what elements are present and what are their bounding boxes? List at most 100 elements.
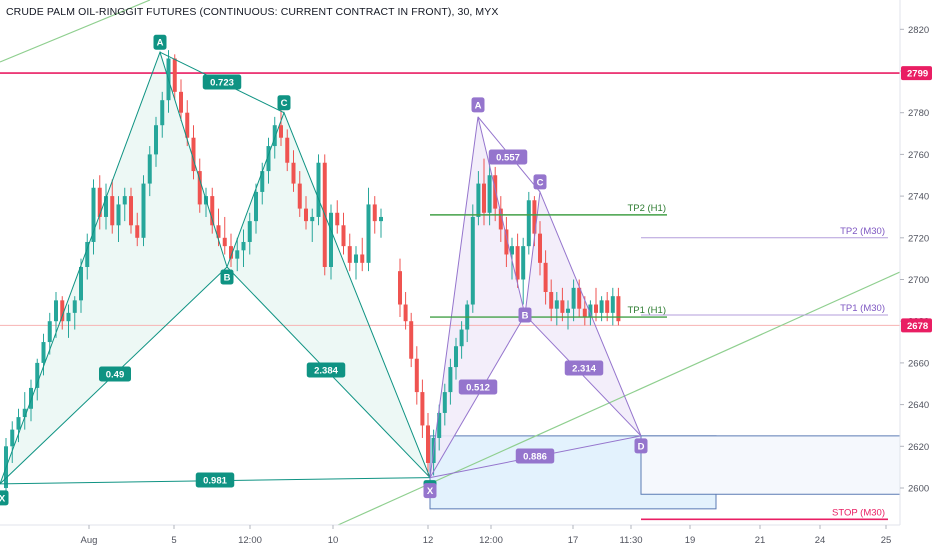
purple-point-b-text: B [522,310,529,321]
purple-ratio-bd-text: 2.314 [572,364,596,375]
candle-body [279,125,283,138]
y-tick-label: 2660 [908,358,929,369]
x-tick-label: 12:00 [479,535,503,546]
purple-point-b: B [518,307,532,323]
candle-body [266,146,271,172]
teal-ratio-xb-text: 0.49 [106,370,125,381]
teal-ratio-bd-box [306,362,346,378]
candle-body [347,246,352,263]
x-tick-label: Aug [81,535,98,546]
candle-body [185,112,190,138]
x-tick-label: 12 [423,535,434,546]
teal-ratio-xb: 0.49 [99,366,131,382]
y-tick-label: 2600 [908,484,929,495]
teal-point-b-text: B [224,272,231,283]
candle-body [35,362,40,388]
candle-body [588,304,593,318]
candle-body [129,196,133,226]
candle-body [191,137,196,172]
candle-body [379,216,383,222]
level-label: TP2 (H1) [627,203,666,214]
candle-body [272,125,277,147]
candle-body [554,300,559,309]
candle-body [360,254,365,263]
candle-body [329,212,333,267]
candle-body [577,287,582,309]
teal-point-x-box [0,490,9,506]
candle-body [297,183,302,209]
y-tick-label: 2760 [908,150,929,161]
price-tag-text: 2678 [907,321,928,332]
purple-ratio-xd-text: 0.886 [523,452,547,463]
candle-body [566,308,570,313]
teal-point-x: X [0,490,9,506]
candle-body [448,367,453,393]
candle-body [47,321,52,343]
teal-pattern-fill-xab [0,52,227,484]
candle-body [493,175,498,209]
x-tick-label: 11:30 [619,535,642,546]
candle-body [582,308,587,318]
candle-body [260,171,265,192]
purple-point-x-text: X [427,486,434,497]
purple-point-c: C [533,174,547,190]
candle-body [532,200,537,234]
y-tick-label: 2740 [908,192,929,203]
teal-ratio-xd-box [195,472,235,488]
purple-point-x: X [423,483,437,499]
candle-body [498,208,503,230]
x-tick-label: 10 [328,535,339,546]
candle-body [560,300,565,313]
teal-ratio-bd-text: 2.384 [314,366,338,377]
candle-body [543,262,548,293]
purple-ratio-xb: 0.512 [458,379,498,395]
candle-body [316,162,321,217]
teal-ratio-xab-box [202,74,242,90]
candle-body [116,204,121,226]
purple-point-b-box [518,307,532,323]
teal-ratio-xb-box [99,366,131,382]
candle-body [291,162,296,184]
candle-body [216,225,221,238]
candle-body [538,233,542,263]
candle-body [229,246,233,259]
purple-ratio-bd-box [564,360,604,376]
candle-body [147,154,152,184]
y-tick-label: 2720 [908,233,929,244]
purple-pattern-fill-xab [430,116,525,478]
candle-body [454,346,458,368]
price-tag-box [901,66,932,81]
level-label: TP1 (H1) [627,305,666,316]
candle-body [97,187,102,217]
candle-body [403,304,408,322]
teal-point-a-text: A [157,38,164,49]
candle-body [172,58,177,92]
teal-ratio-xab: 0.723 [202,74,242,90]
candle-body [599,300,604,313]
candle-body [304,208,308,222]
candle-body [160,100,165,126]
teal-point-c: C [277,95,291,111]
candle-body [504,229,509,255]
purple-point-d-box [634,438,648,454]
teal-point-x-text: X [0,493,6,504]
candle-body [341,225,346,247]
teal-point-a-box [153,34,167,50]
teal-point-c-text: C [281,98,288,109]
target-zone-extension [640,435,901,495]
candle-body [235,250,240,259]
candle-body [409,321,414,359]
level-label: STOP (M30) [832,507,885,518]
candle-body [22,408,27,418]
candle-body [605,300,610,313]
teal-ratio-xd: 0.981 [195,472,235,488]
candle-body [66,312,71,322]
candle-body [72,300,77,313]
teal-ratio-bd: 2.384 [306,362,346,378]
purple-ratio-xb-box [458,379,498,395]
teal-point-c-box [277,95,291,111]
teal-point-a: A [153,34,167,50]
x-tick-label: 5 [171,535,176,546]
x-axis: Aug 5 12:00 10 12 12:00 17 11:30 19 21 24 25 [81,525,891,546]
